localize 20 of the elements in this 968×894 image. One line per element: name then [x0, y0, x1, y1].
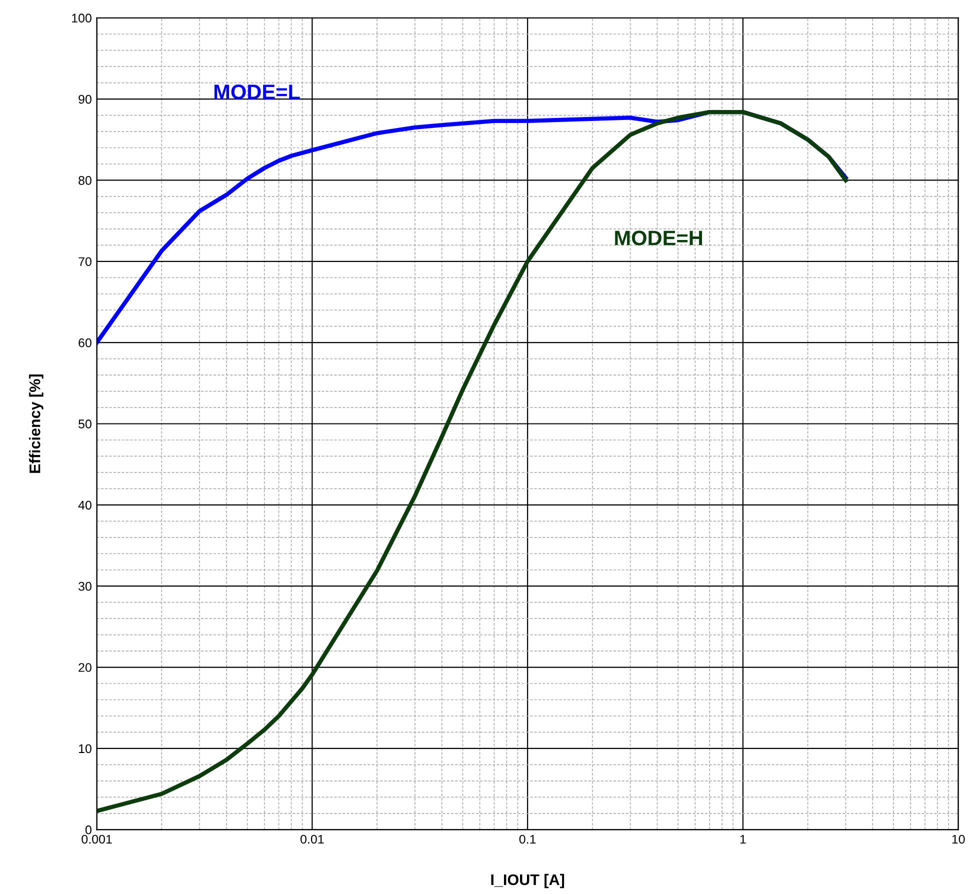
text: MODE=L: [214, 84, 300, 100]
y-tick-label: 100: [72, 14, 92, 23]
x-tick-label: 0.001: [82, 834, 112, 844]
x-tick-label: 10: [952, 834, 965, 844]
x-tick-label: 0.1: [519, 834, 536, 844]
x-tick-label: 0.01: [300, 834, 324, 844]
x-axis-title: I_IOUT [A]: [491, 874, 564, 888]
y-tick-label: 30: [78, 582, 92, 591]
y-tick-label: 80: [78, 176, 92, 185]
y-tick-label: 60: [78, 338, 92, 348]
y-tick-label: 50: [78, 420, 92, 428]
y-tick-label: 40: [78, 500, 92, 510]
y-tick-label: 70: [78, 257, 92, 266]
y-tick-label: 90: [78, 94, 92, 104]
text: MODE=H: [615, 230, 702, 246]
y-axis-title: Efficiency [%]: [29, 374, 44, 473]
y-tick-label: 20: [78, 663, 92, 672]
x-tick-label: 1: [740, 834, 746, 844]
y-tick-label: 10: [78, 744, 92, 754]
y-tick-label: 0: [85, 825, 92, 834]
